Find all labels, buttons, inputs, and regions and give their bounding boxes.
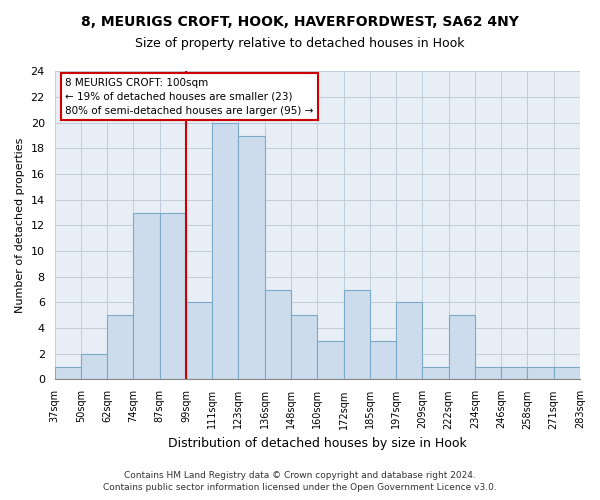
Bar <box>554 366 580 380</box>
Bar <box>344 290 370 380</box>
Bar <box>238 136 265 380</box>
Bar <box>291 316 317 380</box>
Text: 8, MEURIGS CROFT, HOOK, HAVERFORDWEST, SA62 4NY: 8, MEURIGS CROFT, HOOK, HAVERFORDWEST, S… <box>81 15 519 29</box>
Bar <box>107 316 133 380</box>
Bar <box>475 366 501 380</box>
Bar <box>449 316 475 380</box>
Bar <box>160 212 186 380</box>
X-axis label: Distribution of detached houses by size in Hook: Distribution of detached houses by size … <box>168 437 467 450</box>
Text: Contains HM Land Registry data © Crown copyright and database right 2024.
Contai: Contains HM Land Registry data © Crown c… <box>103 471 497 492</box>
Bar <box>133 212 160 380</box>
Bar <box>265 290 291 380</box>
Bar <box>212 123 238 380</box>
Bar <box>422 366 449 380</box>
Bar <box>370 341 396 380</box>
Bar <box>186 302 212 380</box>
Bar <box>501 366 527 380</box>
Bar <box>55 366 81 380</box>
Text: Size of property relative to detached houses in Hook: Size of property relative to detached ho… <box>135 38 465 51</box>
Bar <box>527 366 554 380</box>
Bar <box>81 354 107 380</box>
Text: 8 MEURIGS CROFT: 100sqm
← 19% of detached houses are smaller (23)
80% of semi-de: 8 MEURIGS CROFT: 100sqm ← 19% of detache… <box>65 78 313 116</box>
Y-axis label: Number of detached properties: Number of detached properties <box>15 138 25 313</box>
Bar <box>317 341 344 380</box>
Bar <box>396 302 422 380</box>
